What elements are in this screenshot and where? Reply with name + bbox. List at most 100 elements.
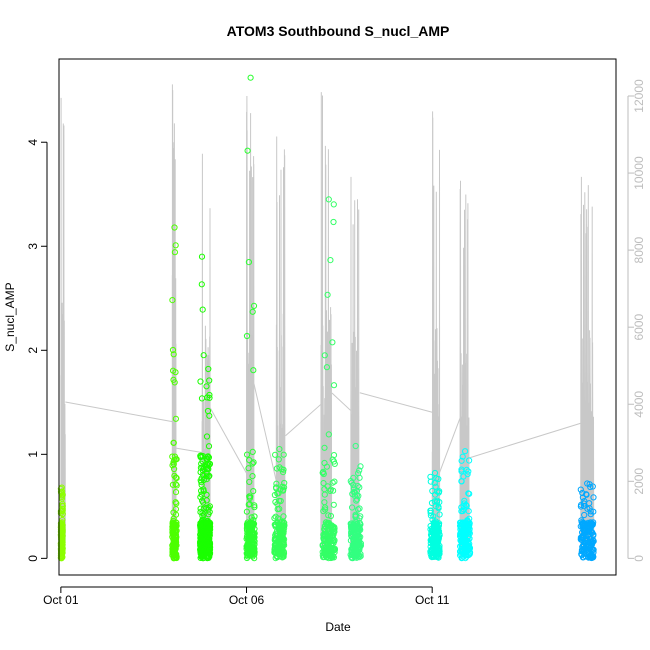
y2-tick-label: 8000 [632, 236, 646, 263]
data-point [465, 508, 472, 515]
data-point [171, 453, 178, 460]
data-point-max [431, 469, 439, 477]
data-point [325, 520, 332, 528]
data-point [329, 532, 336, 539]
data-point [57, 508, 65, 515]
data-point [433, 552, 440, 559]
y-tick-label: 0 [26, 555, 40, 562]
y-tick-label: 3 [26, 243, 40, 250]
data-point [458, 457, 465, 464]
y-tick-label: 4 [26, 139, 40, 146]
data-point [458, 548, 465, 556]
data-point [197, 523, 204, 530]
data-point [172, 242, 179, 249]
data-point [244, 147, 251, 154]
data-point [356, 525, 363, 532]
data-point [427, 478, 434, 485]
data-point [435, 503, 442, 511]
data-point [323, 364, 330, 371]
data-point [460, 534, 467, 541]
data-point [172, 481, 179, 488]
data-point [249, 448, 256, 455]
data-point [579, 520, 586, 527]
data-point [356, 474, 363, 481]
data-point [273, 485, 280, 492]
data-point [279, 533, 286, 540]
data-point [461, 500, 468, 507]
data-point [204, 407, 212, 415]
data-point [329, 554, 336, 561]
data-point [459, 554, 466, 561]
data-point [169, 297, 176, 304]
data-point [243, 508, 250, 515]
data-point [172, 415, 179, 422]
data-point [585, 529, 592, 536]
data-point [198, 281, 205, 288]
data-point [205, 473, 212, 480]
y2-tick-label: 10000 [632, 156, 646, 190]
x-tick-label: Oct 11 [415, 593, 450, 607]
data-point [169, 346, 177, 354]
data-point [280, 486, 287, 493]
data-point-max [462, 448, 469, 455]
data-point [330, 218, 337, 226]
data-point [200, 352, 207, 359]
data-point [172, 489, 180, 496]
data-point [250, 302, 258, 309]
data-point [329, 479, 336, 486]
series-connector [359, 392, 433, 413]
data-point [170, 551, 177, 558]
data-point [330, 382, 338, 389]
data-point-max [352, 442, 359, 450]
series-connector [331, 392, 351, 411]
data-point [587, 483, 594, 491]
data-point [272, 451, 279, 458]
data-point [250, 488, 257, 495]
y2-tick-label: 0 [632, 555, 646, 562]
data-point [590, 494, 597, 501]
data-point [173, 482, 180, 489]
data-point [198, 453, 205, 460]
data-point [356, 515, 363, 522]
data-point [275, 490, 282, 497]
data-point [271, 515, 278, 522]
data-point [203, 491, 210, 498]
data-point [357, 551, 364, 558]
data-point [459, 523, 467, 530]
data-point [246, 530, 253, 538]
data-point [59, 500, 66, 507]
data-point [579, 494, 587, 501]
y2-tick-label: 6000 [632, 314, 646, 341]
data-point [171, 528, 178, 535]
data-point [324, 291, 331, 298]
data-point [320, 470, 327, 478]
data-point [204, 455, 211, 462]
data-point [581, 511, 588, 519]
data-point [330, 501, 337, 508]
data-point [169, 523, 176, 531]
data-point [248, 536, 256, 543]
data-point [171, 249, 178, 256]
data-point-max [171, 224, 178, 231]
y2-tick-label: 2000 [632, 468, 646, 495]
data-point [275, 456, 282, 463]
data-point [580, 532, 587, 539]
data-point [583, 535, 590, 542]
data-point [349, 504, 356, 511]
data-point [278, 546, 285, 554]
secondary-series-line-layer [60, 84, 595, 559]
data-point [170, 376, 177, 383]
data-point [577, 486, 584, 493]
data-point [579, 547, 586, 554]
data-point [458, 478, 465, 485]
data-point [243, 332, 251, 340]
data-point [249, 535, 256, 542]
data-point [275, 539, 282, 547]
data-point [281, 479, 288, 487]
point-cluster [203, 365, 214, 562]
data-point [428, 547, 435, 554]
data-point [352, 518, 359, 526]
data-point [172, 474, 179, 481]
data-point [249, 308, 256, 315]
data-point [244, 550, 251, 558]
